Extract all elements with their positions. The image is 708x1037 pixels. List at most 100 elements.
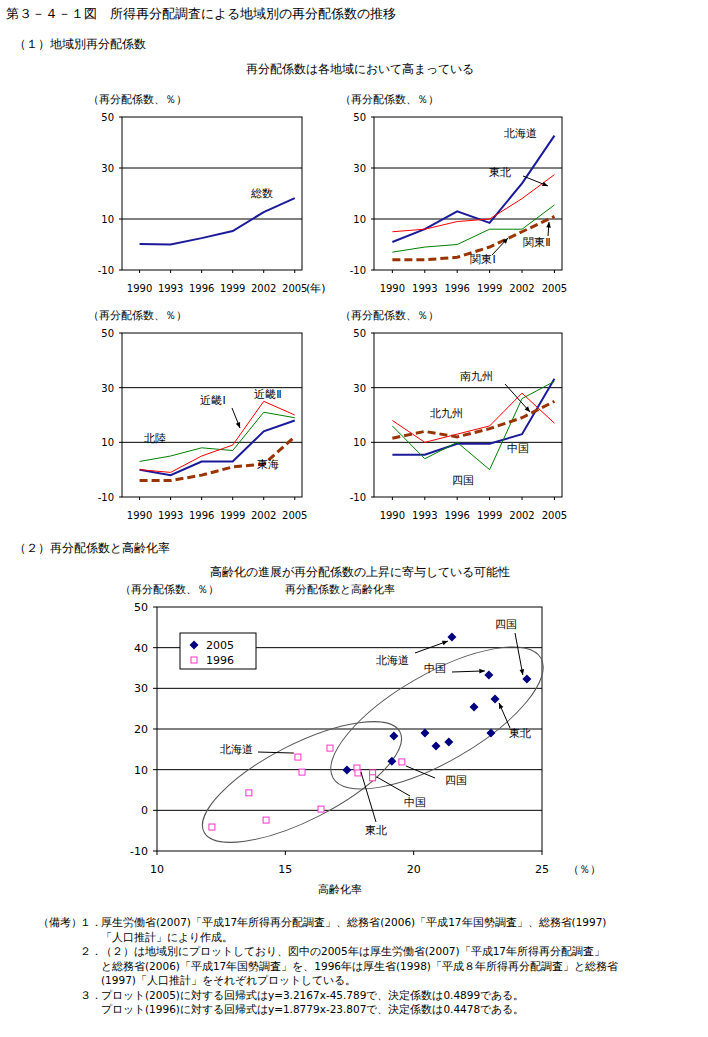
- x-tick: [201, 270, 202, 273]
- note-number: ３．: [80, 989, 102, 1001]
- grid-line: [157, 729, 542, 730]
- y-tick-label: 50: [101, 328, 114, 339]
- annotation-arrow: [232, 408, 240, 428]
- x-tick-label: 1990: [127, 283, 152, 294]
- point: [355, 770, 361, 776]
- point: [444, 738, 453, 747]
- x-tick-label: 1993: [412, 510, 437, 521]
- scatter-chart: -100102030405010152025（％）高齢化率（再分配係数、％）再分…: [120, 583, 601, 896]
- point: [522, 674, 531, 683]
- point: [318, 806, 324, 812]
- x-tick: [263, 497, 264, 500]
- legend-box: [180, 633, 256, 669]
- annotation-arrow: [505, 384, 530, 412]
- series-line: [392, 205, 554, 252]
- notes-label: （備考）: [38, 916, 82, 928]
- y-tick: [119, 219, 122, 220]
- plot-frame: [122, 333, 302, 497]
- x-tick: [232, 270, 233, 273]
- point: [387, 757, 396, 766]
- x-tick-label: 2005: [282, 510, 307, 521]
- y-tick-label: 50: [353, 328, 366, 339]
- x-tick: [457, 497, 458, 500]
- y-tick-label: 10: [353, 437, 366, 448]
- annotation-arrow: [499, 703, 510, 728]
- grid-line: [122, 168, 302, 169]
- chart-title: 再分配係数と高齢化率: [285, 583, 395, 596]
- y-axis-label: （再分配係数、％）: [120, 583, 219, 596]
- y-tick: [371, 442, 374, 443]
- y-tick-label: -10: [98, 265, 114, 276]
- y-tick: [119, 497, 122, 498]
- plot-frame: [157, 607, 542, 851]
- grid-line: [374, 387, 562, 388]
- x-tick: [522, 270, 523, 273]
- series-line: [392, 393, 554, 442]
- note-number: １．: [80, 916, 102, 928]
- x-tick: [413, 851, 414, 855]
- x-tick: [392, 497, 393, 500]
- point: [420, 729, 429, 738]
- x-tick-label: 2005: [282, 283, 307, 294]
- x-tick-label: 2005: [542, 283, 567, 294]
- y-tick: [119, 333, 122, 334]
- y-tick: [153, 607, 157, 608]
- x-tick-label: 1996: [189, 283, 214, 294]
- cluster-ellipse: [187, 698, 418, 866]
- x-tick: [424, 497, 425, 500]
- section-subtitle: 高齢化の進展が再分配係数の上昇に寄与している可能性: [210, 565, 510, 579]
- point: [486, 729, 495, 738]
- x-tick: [170, 270, 171, 273]
- note-text: (1997)「人口推計」をそれぞれプロットしている。: [101, 974, 356, 986]
- data-lines: [392, 379, 554, 470]
- x-tick-label: 1990: [380, 510, 405, 521]
- x-tick-label: 15: [278, 863, 292, 876]
- x-axis-label: (年): [306, 282, 326, 295]
- x-tick-label: 1999: [477, 283, 502, 294]
- point-label: 中国: [424, 662, 446, 675]
- y-tick-label: -10: [130, 845, 148, 858]
- point-label: 中国: [404, 796, 426, 809]
- y-tick-label: 20: [134, 723, 148, 736]
- arrow-head: [503, 238, 508, 244]
- note-text: と総務省(2006)「平成17年国勢調査」を、1996年は厚生省(1998)「平…: [101, 960, 618, 972]
- background: [0, 0, 708, 1037]
- arrow-head: [525, 406, 530, 412]
- series-label: 南九州: [460, 370, 493, 383]
- series-line: [140, 420, 295, 475]
- y-tick: [153, 688, 157, 689]
- line-chart: -10103050199019931996199920022005（再分配係数、…: [88, 309, 307, 521]
- y-tick: [119, 270, 122, 271]
- plot-frame: [374, 117, 562, 270]
- series-label: 東北: [489, 166, 511, 179]
- point-label: 北海道: [220, 743, 253, 756]
- grid-line: [374, 442, 562, 443]
- line-chart: -10103050199019931996199920022005（再分配係数、…: [340, 309, 567, 521]
- data-lines: [140, 401, 295, 480]
- y-axis-label: （再分配係数、％）: [340, 93, 439, 106]
- x-tick-label: 2002: [251, 283, 276, 294]
- y-tick: [119, 117, 122, 118]
- series-label: 総数: [250, 187, 273, 200]
- legend-marker: [191, 657, 197, 663]
- point-label: 四国: [445, 774, 467, 787]
- x-tick-label: 1996: [444, 283, 469, 294]
- arrow-head: [520, 669, 525, 675]
- x-tick: [489, 497, 490, 500]
- x-tick: [263, 270, 264, 273]
- y-tick-label: 30: [353, 163, 366, 174]
- series-label: 近畿Ⅰ: [200, 394, 225, 407]
- point: [327, 745, 333, 751]
- y-tick: [119, 168, 122, 169]
- y-tick: [371, 497, 374, 498]
- series-line: [392, 401, 554, 438]
- y-tick-label: -10: [350, 492, 366, 503]
- note-text: プロット(1996)に対する回帰式はy=1.8779x-23.807で、決定係数…: [101, 1003, 524, 1016]
- y-tick: [153, 647, 157, 648]
- y-tick: [119, 387, 122, 388]
- y-tick: [371, 387, 374, 388]
- note-text: （２）は地域別にプロットしており、図中の2005年は厚生労働省(2007)「平成…: [101, 945, 605, 957]
- annotation-arrow: [377, 777, 410, 796]
- x-tick: [489, 270, 490, 273]
- series-label: 近畿Ⅱ: [254, 388, 281, 401]
